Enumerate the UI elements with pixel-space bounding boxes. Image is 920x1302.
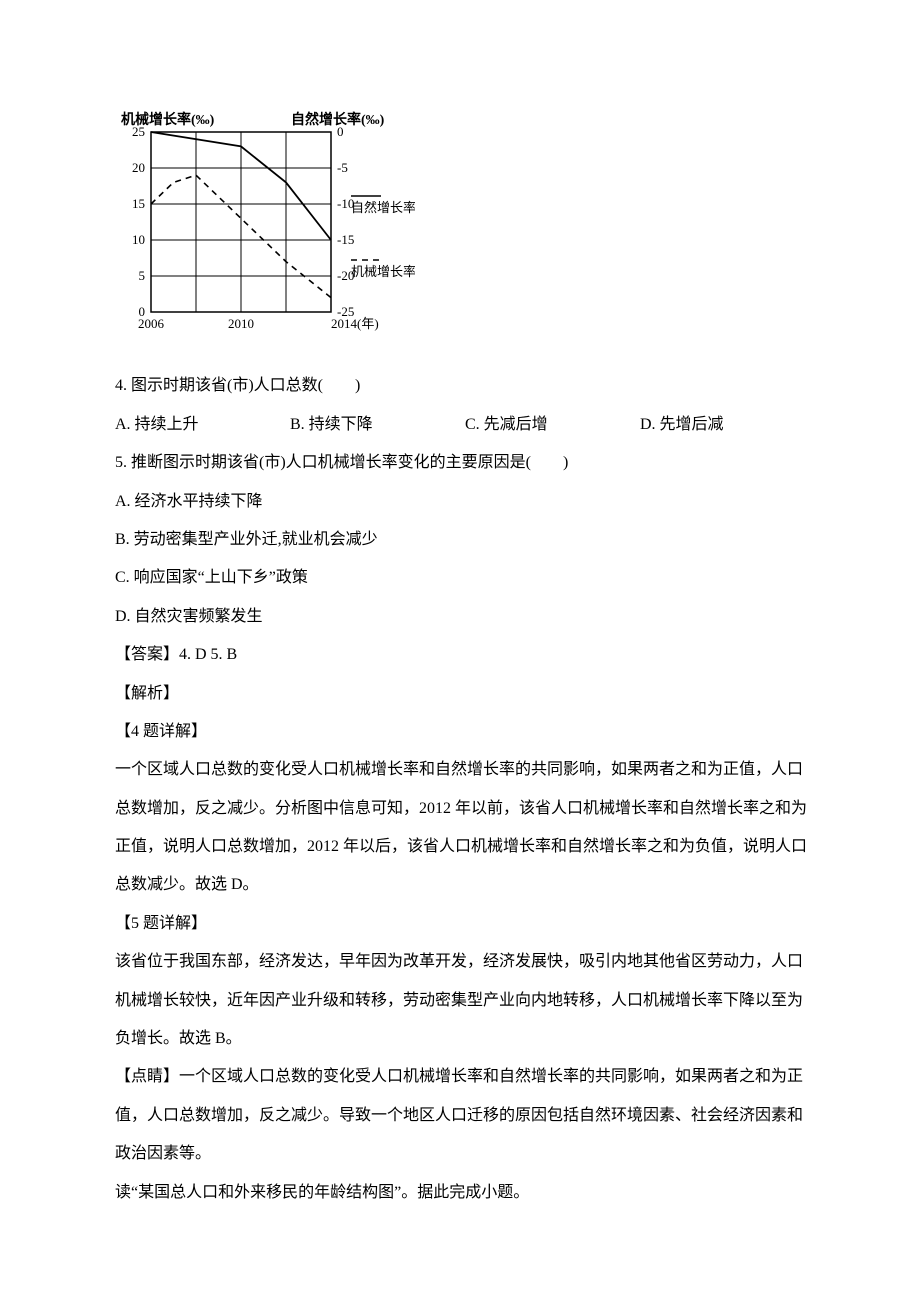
svg-text:机械增长率(‰): 机械增长率(‰) <box>121 111 215 128</box>
svg-text:自然增长率(‰): 自然增长率(‰) <box>291 111 385 128</box>
q4-detail-header: 【4 题详解】 <box>115 713 815 751</box>
svg-text:20: 20 <box>132 160 145 175</box>
answer-line: 【答案】4. D 5. B <box>115 636 815 674</box>
svg-text:机械增长率: 机械增长率 <box>351 264 415 279</box>
svg-text:-5: -5 <box>337 160 348 175</box>
svg-text:2014(年): 2014(年) <box>331 316 379 331</box>
next-question-prompt: 读“某国总人口和外来移民的年龄结构图”。据此完成小题。 <box>115 1174 815 1212</box>
q4-option-c: C. 先减后增 <box>465 406 640 444</box>
question-4-options: A. 持续上升 B. 持续下降 C. 先减后增 D. 先增后减 <box>115 406 815 444</box>
tip-body: 【点睛】一个区域人口总数的变化受人口机械增长率和自然增长率的共同影响，如果两者之… <box>115 1058 815 1173</box>
q5-option-d: D. 自然灾害频繁发生 <box>115 598 815 636</box>
q4-option-d: D. 先增后减 <box>640 406 815 444</box>
document-page: 05101520250-5-10-15-20-25200620102014(年)… <box>0 0 920 1272</box>
svg-text:2006: 2006 <box>138 316 165 331</box>
question-4-text: 4. 图示时期该省(市)人口总数( ) <box>115 367 815 405</box>
svg-text:自然增长率: 自然增长率 <box>351 200 415 215</box>
q4-detail-body: 一个区域人口总数的变化受人口机械增长率和自然增长率的共同影响，如果两者之和为正值… <box>115 751 815 905</box>
svg-text:5: 5 <box>139 268 146 283</box>
svg-text:15: 15 <box>132 196 145 211</box>
q5-option-b: B. 劳动密集型产业外迁,就业机会减少 <box>115 521 815 559</box>
analysis-header: 【解析】 <box>115 675 815 713</box>
q4-option-a: A. 持续上升 <box>115 406 290 444</box>
question-5-text: 5. 推断图示时期该省(市)人口机械增长率变化的主要原因是( ) <box>115 444 815 482</box>
q5-option-a: A. 经济水平持续下降 <box>115 483 815 521</box>
q5-detail-body: 该省位于我国东部，经济发达，早年因为改革开发，经济发展快，吸引内地其他省区劳动力… <box>115 943 815 1058</box>
svg-text:-15: -15 <box>337 232 354 247</box>
q4-option-b: B. 持续下降 <box>290 406 465 444</box>
q5-option-c: C. 响应国家“上山下乡”政策 <box>115 559 815 597</box>
chart-svg: 05101520250-5-10-15-20-25200620102014(年)… <box>115 110 415 344</box>
q5-detail-header: 【5 题详解】 <box>115 905 815 943</box>
svg-text:10: 10 <box>132 232 145 247</box>
svg-text:2010: 2010 <box>228 316 254 331</box>
growth-rate-chart: 05101520250-5-10-15-20-25200620102014(年)… <box>115 110 815 359</box>
